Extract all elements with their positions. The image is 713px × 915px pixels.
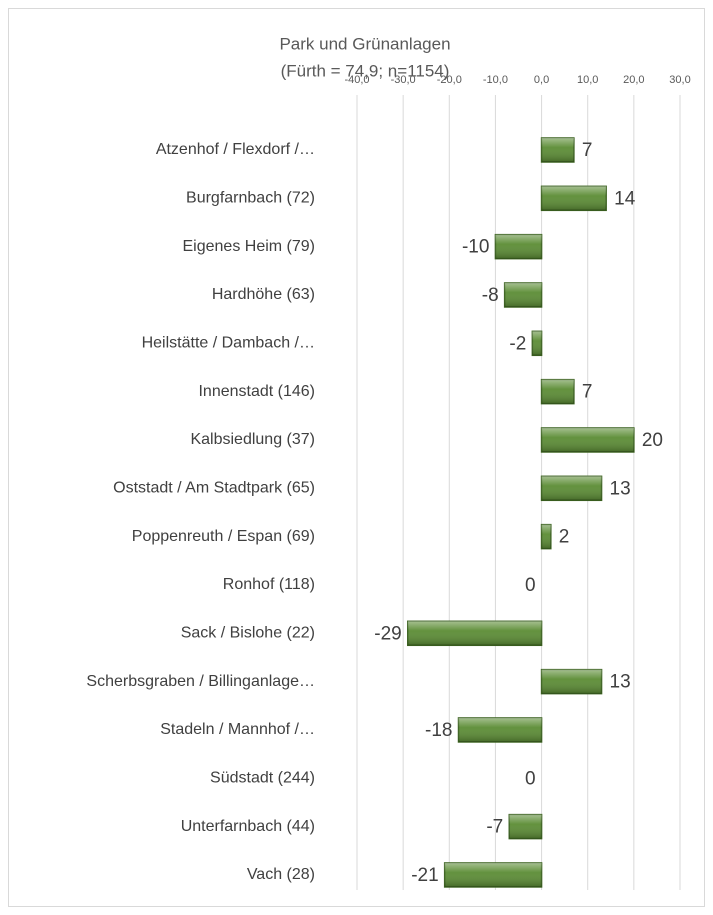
data-label: 13 (610, 672, 631, 693)
bar-shine (495, 234, 542, 259)
bar-shine (504, 282, 542, 307)
data-label: -8 (482, 285, 499, 306)
y-tick-label: Kalbsiedlung (37) (190, 431, 315, 448)
data-label: 7 (582, 140, 593, 161)
x-tick-label: -30,0 (391, 74, 416, 86)
x-tick-label: 20,0 (623, 74, 644, 86)
y-tick-label: Stadeln / Mannhof /… (160, 721, 315, 738)
data-label: -10 (462, 237, 489, 258)
y-tick-label: Burgfarnbach (72) (186, 190, 315, 207)
bar-shine (541, 379, 574, 404)
y-tick-label: Südstadt (244) (210, 770, 315, 787)
y-tick-label: Innenstadt (146) (198, 383, 315, 400)
bar-shine (509, 814, 542, 839)
y-tick-label: Ronhof (118) (223, 576, 315, 593)
bar-shine (541, 186, 607, 211)
bar-shine (407, 621, 542, 646)
y-tick-label: Atzenhof / Flexdorf /… (156, 141, 315, 158)
data-label: 0 (525, 575, 536, 596)
chart-subtitle: (Fürth = 74,9; n=1154) (281, 61, 450, 80)
y-tick-label: Oststadt / Am Stadtpark (65) (113, 480, 315, 497)
x-tick-label: -20,0 (437, 74, 462, 86)
y-tick-label: Unterfarnbach (44) (181, 818, 315, 835)
y-tick-label: Hardhöhe (63) (212, 286, 315, 303)
y-tick-label: Vach (28) (247, 866, 315, 883)
data-label: 20 (642, 430, 663, 451)
data-label: 14 (614, 188, 636, 209)
data-label: -21 (411, 865, 438, 886)
y-tick-label: Poppenreuth / Espan (69) (132, 528, 315, 545)
bar-shine (541, 138, 574, 162)
y-tick-label: Sack / Bislohe (22) (181, 625, 315, 642)
x-tick-label: -40,0 (344, 74, 369, 86)
y-tick-label: Heilstätte / Dambach /… (142, 335, 315, 352)
data-label: -2 (509, 333, 526, 354)
y-tick-label: Scherbsgraben / Billinganlage… (86, 673, 315, 690)
data-label: -7 (486, 817, 503, 838)
bar-shine (541, 427, 634, 452)
bar-shine (444, 862, 542, 887)
bar-shine (458, 717, 542, 742)
x-tick-label: 30,0 (669, 74, 690, 86)
data-label: 7 (582, 382, 593, 403)
data-label: 0 (525, 768, 536, 789)
x-tick-label: 10,0 (577, 74, 598, 86)
x-tick-label: -10,0 (483, 74, 508, 86)
data-label: -29 (374, 623, 401, 644)
y-tick-label: Eigenes Heim (79) (183, 238, 316, 255)
chart-title: Park und Grünanlagen (279, 34, 450, 53)
x-tick-label: 0,0 (534, 74, 549, 86)
bar-shine (532, 331, 542, 356)
bar-shine (541, 669, 602, 694)
data-label: 13 (610, 478, 631, 499)
bar-shine (541, 476, 602, 501)
data-label: 2 (559, 527, 570, 548)
bar-shine (541, 524, 551, 549)
data-label: -18 (425, 720, 452, 741)
